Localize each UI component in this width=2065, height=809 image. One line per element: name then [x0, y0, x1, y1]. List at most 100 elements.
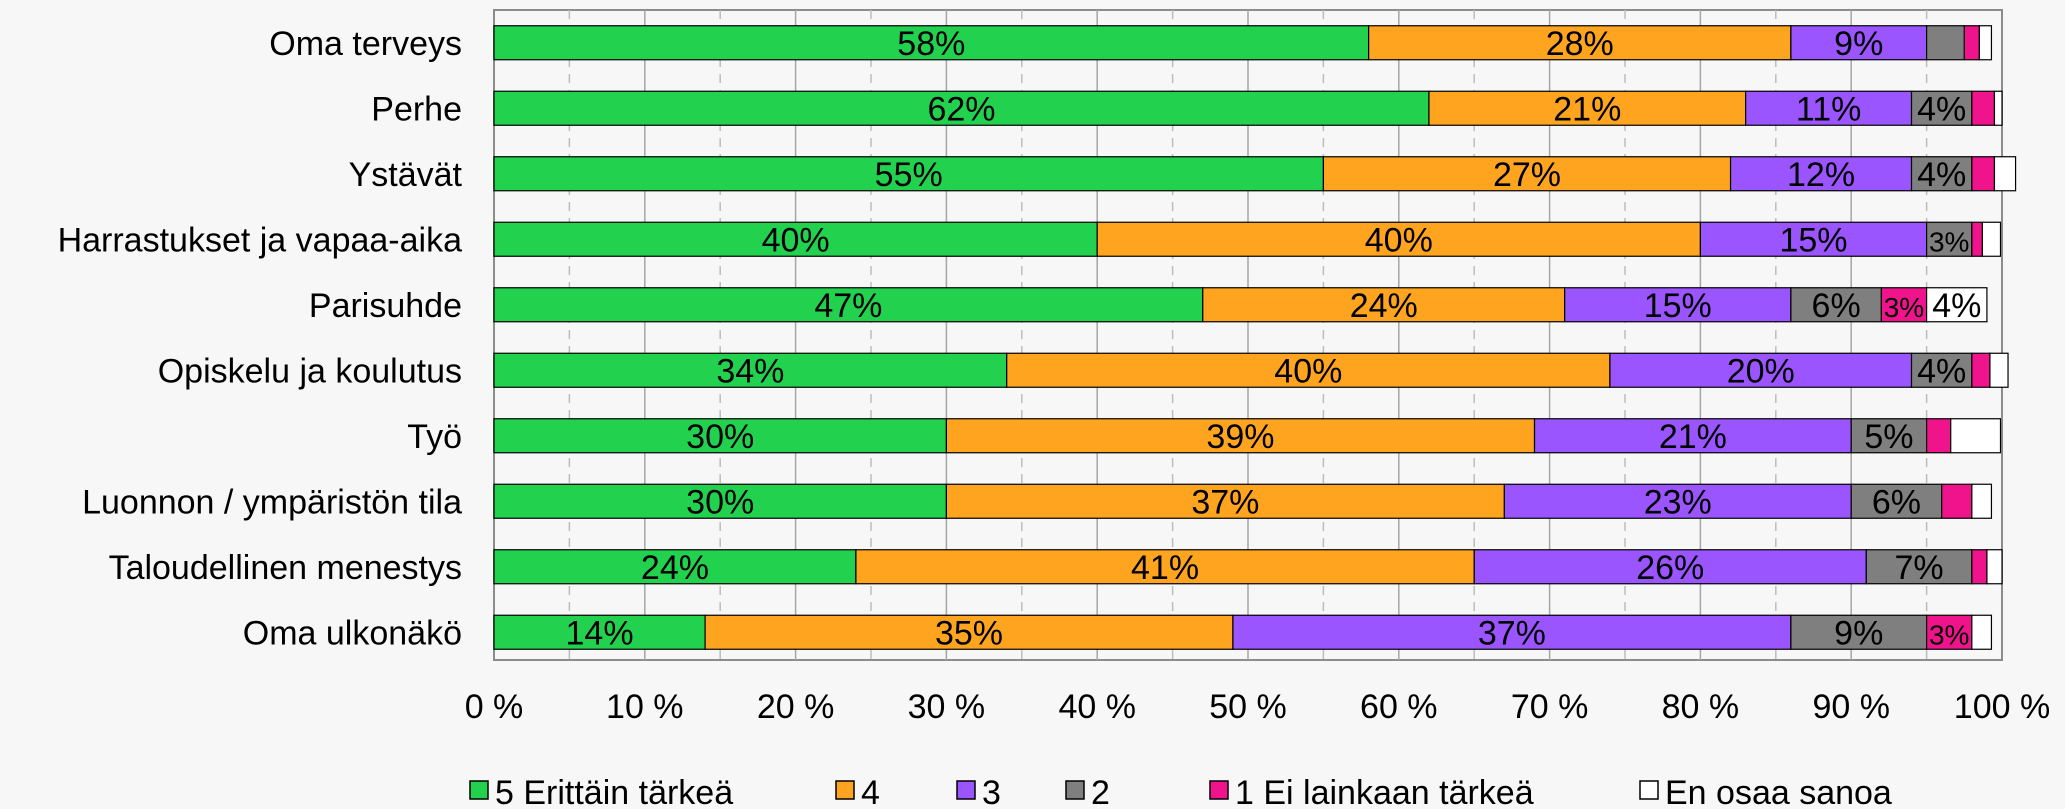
category-label: Työ	[407, 418, 462, 456]
data-label: 30%	[686, 483, 754, 521]
bar-segment	[1963, 25, 1980, 61]
bar-segment	[1925, 221, 1973, 257]
data-label: 7%	[1894, 549, 1943, 587]
bar-segment	[1925, 25, 1965, 61]
x-axis-ticks: 0 % 10 % 20 % 30 % 40 % 50 % 60 % 70 % 80 % 90 % 1…	[465, 688, 2051, 726]
bar-segment	[1564, 287, 1792, 323]
bar-segment	[1322, 156, 1732, 192]
data-label: 37%	[1191, 483, 1259, 521]
legend: 5 Erittäin tärkeä 4 3 2 1 Ei lainkaan tärkeä…	[469, 774, 1892, 809]
x-tick-label: 40 %	[1058, 688, 1136, 726]
legend-label: 5 Erittäin tärkeä	[495, 774, 733, 809]
legend-label: 2	[1091, 774, 1110, 809]
legend-swatch	[469, 780, 489, 800]
data-label: 24%	[1350, 287, 1418, 325]
data-label: 3%	[1929, 619, 1969, 650]
data-label: 21%	[1553, 90, 1621, 128]
bar-segment	[1880, 287, 1928, 323]
data-label: 4%	[1917, 156, 1966, 194]
bar-segment	[1006, 352, 1611, 388]
bar-segment	[1981, 221, 2002, 257]
bar-segment	[1910, 352, 1973, 388]
bar-segment	[1368, 25, 1792, 61]
data-label: 26%	[1636, 549, 1704, 587]
data-label: 55%	[875, 156, 943, 194]
bar-segment	[493, 418, 947, 454]
data-label: 14%	[566, 614, 634, 652]
data-label: 15%	[1779, 221, 1847, 259]
legend-swatch	[1209, 780, 1229, 800]
data-label: 4%	[1917, 90, 1966, 128]
bar-segment	[855, 549, 1475, 585]
bar-segment	[1745, 90, 1913, 126]
bar-segment	[1699, 221, 1928, 257]
data-label: 5%	[1864, 418, 1913, 456]
data-label: 3%	[1929, 226, 1969, 257]
bar-segment	[493, 287, 1204, 323]
bar-segment	[493, 549, 857, 585]
bar-segment	[1609, 352, 1913, 388]
bar-segment	[1790, 614, 1928, 650]
bar-segment	[945, 483, 1505, 519]
x-tick-label: 80 %	[1662, 688, 1740, 726]
data-label: 37%	[1478, 614, 1546, 652]
data-label: 11%	[1796, 90, 1862, 128]
bar-segment	[1986, 549, 2003, 585]
category-label: Oma ulkonäkö	[243, 614, 462, 652]
data-label: 41%	[1131, 549, 1199, 587]
data-label: 30%	[686, 418, 754, 456]
x-tick-label: 20 %	[757, 688, 835, 726]
bar-segment	[1428, 90, 1747, 126]
data-label: 28%	[1546, 25, 1614, 63]
bar-segment	[1971, 221, 1983, 257]
data-label: 12%	[1787, 156, 1855, 194]
legend-swatch	[1639, 780, 1659, 800]
bar-segment	[1941, 483, 1973, 519]
data-label: 62%	[927, 90, 995, 128]
legend-label: En osaa sanoa	[1665, 774, 1892, 809]
data-label: 40%	[1365, 221, 1433, 259]
data-label: 34%	[716, 352, 784, 390]
bar-segment	[493, 90, 1430, 126]
bar-segment	[1993, 90, 2003, 126]
category-labels: Oma terveys Perhe Ystävät Harrastukset ja v…	[58, 25, 463, 653]
bar-segment	[493, 614, 706, 650]
bar-segment	[1978, 25, 1993, 61]
data-label: 27%	[1493, 156, 1561, 194]
x-tick-label: 50 %	[1209, 688, 1287, 726]
category-label: Opiskelu ja koulutus	[158, 352, 462, 390]
legend-swatch	[956, 780, 976, 800]
bar-segment	[493, 352, 1008, 388]
legend-label: 3	[982, 774, 1001, 809]
bar-segment	[945, 418, 1536, 454]
x-tick-label: 70 %	[1511, 688, 1589, 726]
legend-label: 4	[861, 774, 880, 809]
x-tick-label: 60 %	[1360, 688, 1438, 726]
data-label: 23%	[1644, 483, 1712, 521]
data-label: 58%	[897, 25, 965, 63]
bar-segment	[1950, 418, 2002, 454]
data-label: 24%	[641, 549, 709, 587]
data-label: 39%	[1206, 418, 1274, 456]
x-tick-label: 0 %	[465, 688, 524, 726]
data-label: 9%	[1834, 614, 1883, 652]
bar-segment	[493, 483, 947, 519]
bar-segment	[1925, 287, 1988, 323]
bar-segment	[1503, 483, 1852, 519]
category-label: Taloudellinen menestys	[109, 549, 462, 587]
x-tick-label: 30 %	[908, 688, 986, 726]
category-label: Ystävät	[349, 156, 463, 194]
x-tick-label: 100 %	[1954, 688, 2050, 726]
data-label: 6%	[1812, 287, 1861, 325]
legend-label: 1 Ei lainkaan tärkeä	[1235, 774, 1534, 809]
data-label: 40%	[1274, 352, 1342, 390]
legend-swatch	[1065, 780, 1085, 800]
x-tick-label: 90 %	[1812, 688, 1890, 726]
bar-segment	[1850, 418, 1928, 454]
data-label: 15%	[1644, 287, 1712, 325]
bar-segment	[1971, 156, 1996, 192]
bar-segment	[1850, 483, 1943, 519]
data-label: 35%	[935, 614, 1003, 652]
bar-segment	[1971, 549, 1988, 585]
